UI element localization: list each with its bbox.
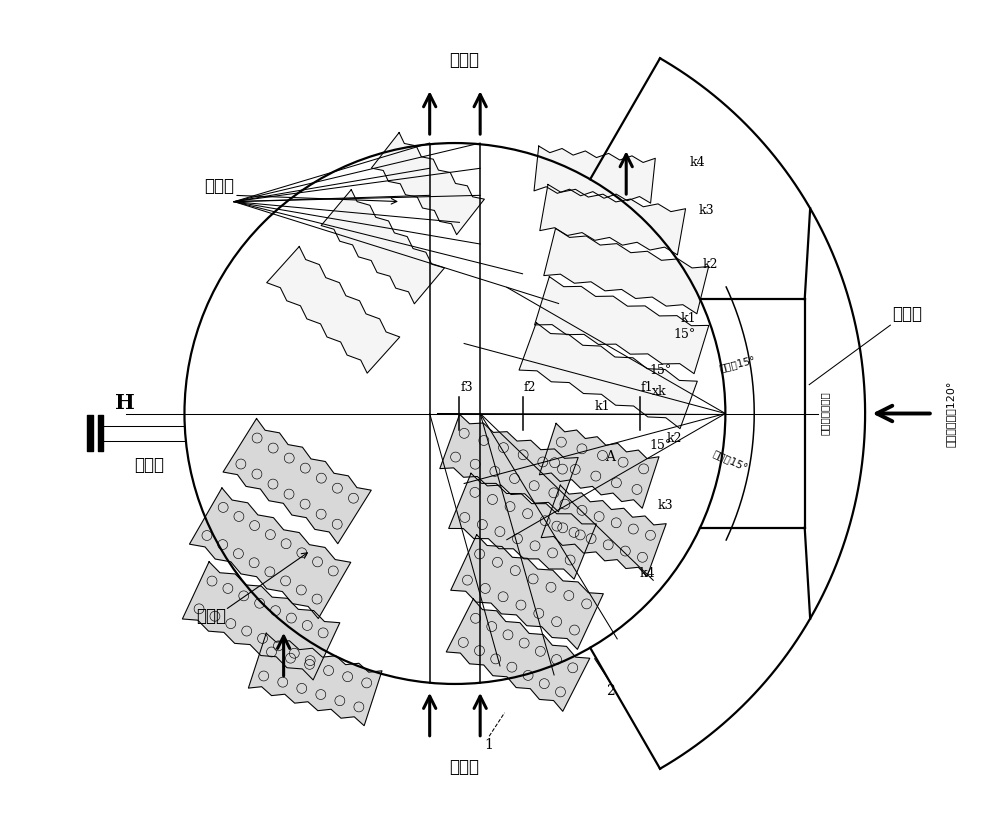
Text: 15°: 15° <box>674 327 696 341</box>
Polygon shape <box>248 633 382 725</box>
Text: k1: k1 <box>595 399 610 413</box>
Text: 主冷区: 主冷区 <box>204 177 234 195</box>
Text: 单壳覆盖范围120°: 单壳覆盖范围120° <box>946 380 956 447</box>
Text: k3: k3 <box>658 499 673 512</box>
Text: xk: xk <box>651 385 666 398</box>
Polygon shape <box>544 228 709 313</box>
Text: 扩散角15°: 扩散角15° <box>718 355 757 373</box>
Text: k4: k4 <box>640 567 655 581</box>
Polygon shape <box>440 414 578 512</box>
Polygon shape <box>182 562 340 680</box>
Text: 1: 1 <box>485 739 494 753</box>
Text: 抽气口: 抽气口 <box>135 456 165 474</box>
Text: H: H <box>115 393 135 413</box>
Text: k2: k2 <box>703 258 718 271</box>
Text: 空冷区: 空冷区 <box>197 607 227 625</box>
Text: k2: k2 <box>667 433 682 445</box>
Polygon shape <box>535 276 709 374</box>
Polygon shape <box>541 485 666 576</box>
Text: 进汽口: 进汽口 <box>892 305 922 323</box>
Text: k4: k4 <box>689 156 705 170</box>
Polygon shape <box>519 323 697 428</box>
Polygon shape <box>223 418 371 543</box>
Text: 进水端: 进水端 <box>449 758 479 776</box>
Polygon shape <box>267 246 400 373</box>
Text: 15°: 15° <box>649 438 672 452</box>
Text: 出水端: 出水端 <box>449 51 479 69</box>
Text: f1: f1 <box>641 380 653 394</box>
Text: 扩散槽覆盖范围: 扩散槽覆盖范围 <box>820 392 830 435</box>
Polygon shape <box>540 184 686 255</box>
Polygon shape <box>371 132 484 235</box>
Polygon shape <box>449 473 596 579</box>
Text: 扩散角15°: 扩散角15° <box>712 448 750 473</box>
Text: f2: f2 <box>524 380 536 394</box>
Polygon shape <box>534 146 655 203</box>
Text: f3: f3 <box>460 380 473 394</box>
Polygon shape <box>451 535 603 649</box>
Text: k1: k1 <box>680 313 696 325</box>
Polygon shape <box>189 488 351 619</box>
Text: A: A <box>605 450 615 464</box>
Text: 15°: 15° <box>649 364 672 377</box>
Polygon shape <box>321 189 444 304</box>
Text: 2: 2 <box>606 684 614 698</box>
Polygon shape <box>446 599 590 711</box>
Polygon shape <box>539 423 659 509</box>
Text: k3: k3 <box>698 204 714 218</box>
